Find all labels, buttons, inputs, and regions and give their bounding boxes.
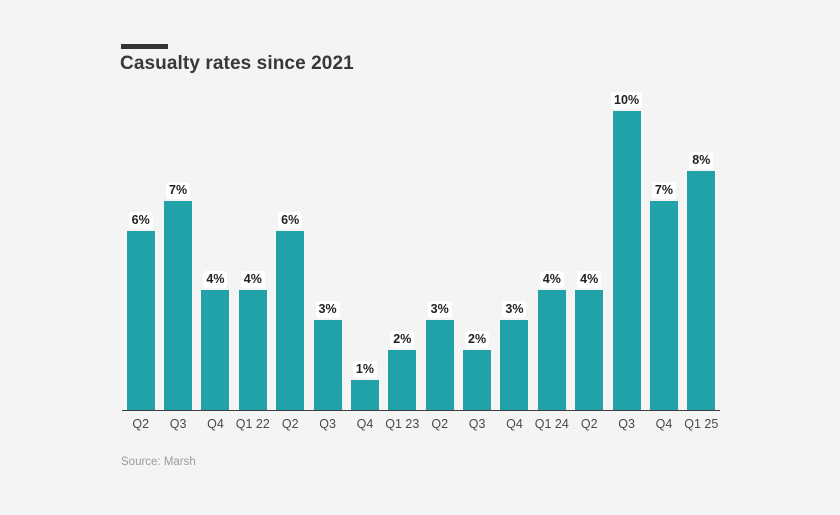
bar (612, 111, 641, 410)
bar-column: 8% (683, 151, 720, 410)
bar-value-label: 2% (465, 331, 490, 349)
bar-value-label: 4% (240, 271, 265, 289)
bar-value-label: 4% (203, 271, 228, 289)
bar-value-label: 2% (390, 331, 415, 349)
bar (463, 350, 492, 410)
x-tick-label: Q4 (506, 417, 523, 431)
bar-column: 6% (122, 211, 159, 410)
bar (537, 290, 566, 410)
bar-value-label: 7% (651, 181, 676, 199)
bar-column: 7% (159, 181, 196, 410)
bar (425, 320, 454, 410)
bar-value-label: 6% (278, 211, 303, 229)
bar-column: 6% (272, 211, 309, 410)
bar-value-label: 4% (577, 271, 602, 289)
bar-column: 2% (384, 331, 421, 410)
x-tick-label: Q1 25 (684, 417, 719, 431)
bar-value-label: 3% (315, 301, 340, 319)
bar-column: 4% (197, 271, 234, 410)
bar-value-label: 8% (689, 151, 714, 169)
bar (238, 290, 267, 410)
bar (126, 230, 155, 410)
bar-column: 3% (496, 301, 533, 410)
bar (350, 380, 379, 410)
x-tick-label: Q1 23 (385, 417, 420, 431)
bar-column: 4% (234, 271, 271, 410)
x-tick-label: Q2 (132, 417, 150, 431)
bar (500, 320, 529, 410)
bar-value-label: 10% (611, 92, 643, 109)
bar-column: 3% (421, 301, 458, 410)
x-tick-label: Q2 (580, 417, 598, 431)
x-tick-label: Q3 (319, 417, 336, 431)
x-tick-label: Q3 (618, 417, 635, 431)
bar-column: 3% (309, 301, 346, 410)
x-tick-label: Q4 (356, 417, 374, 431)
bar (313, 320, 342, 410)
x-tick-label: Q1 24 (534, 417, 569, 431)
bar-column: 4% (533, 271, 570, 410)
bar (201, 290, 230, 410)
bar-value-label: 7% (166, 181, 191, 199)
bar-column: 2% (458, 331, 495, 410)
bar-column: 1% (346, 361, 383, 410)
bar-column: 10% (608, 92, 645, 410)
bar-column: 4% (571, 271, 608, 410)
source-note: Source: Marsh (121, 456, 196, 468)
bar (575, 290, 604, 410)
bar (649, 200, 678, 410)
bar-value-label: 3% (502, 301, 527, 319)
bars-row: 6% 7% 4% 4% 6% 3% 1% 2% 3% 2% 3% 4% 4% 10% 7% 8% (122, 92, 720, 411)
bar-column: 7% (645, 181, 682, 410)
x-tick-label: Q4 (655, 417, 673, 431)
bar (388, 350, 417, 410)
x-tick-label: Q1 22 (235, 417, 270, 431)
bar (276, 230, 305, 410)
bar-value-label: 4% (539, 271, 564, 289)
bar (164, 200, 193, 410)
x-tick-label: Q3 (169, 417, 187, 431)
page-title: Casualty rates since 2021 (120, 53, 354, 74)
x-tick-label: Q2 (281, 417, 299, 431)
bar-value-label: 6% (128, 211, 153, 229)
bar-chart: 6% 7% 4% 4% 6% 3% 1% 2% 3% 2% 3% 4% 4% 10% 7% 8% Q2 Q3 Q4… (122, 92, 720, 431)
x-tick-label: Q3 (468, 417, 486, 431)
title-rule (121, 44, 168, 49)
x-tick-label: Q2 (431, 417, 449, 431)
bar (687, 170, 716, 410)
x-tick-label: Q4 (207, 417, 224, 431)
xaxis-row: Q2 Q3 Q4 Q1 22 Q2 Q3 Q4 Q1 23 Q2 Q3 Q4 Q1 24 Q2 Q3 Q4 Q… (122, 417, 720, 431)
bar-value-label: 1% (352, 361, 377, 379)
bar-value-label: 3% (427, 301, 452, 319)
